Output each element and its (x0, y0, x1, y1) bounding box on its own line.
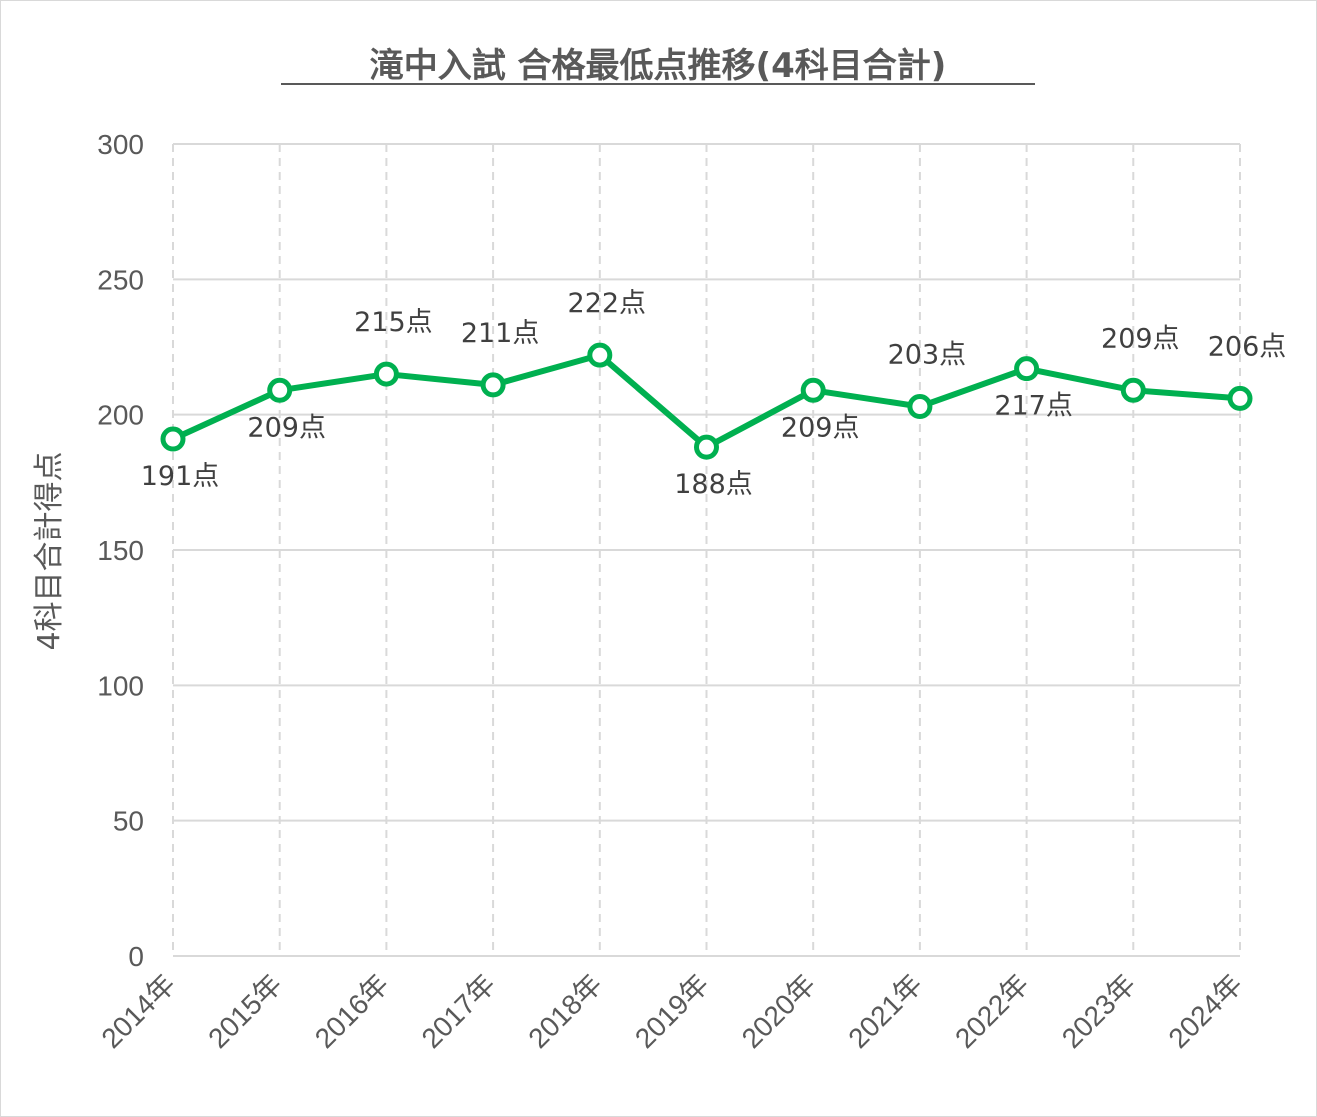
y-axis-ticks: 0 50 100 150 200 250 300 (97, 129, 144, 972)
data-label: 209点 (781, 412, 860, 443)
data-label: 211点 (461, 318, 540, 349)
data-label: 188点 (674, 469, 753, 500)
data-label-layer: 191点 209点 215点 211点 222点 188点 209点 203点 217点 209点… (141, 288, 1287, 500)
data-label: 217点 (994, 391, 1073, 422)
x-tick-label: 2023年 (1056, 968, 1142, 1054)
data-label: 222点 (568, 288, 647, 319)
data-point-marker (1014, 356, 1040, 382)
data-label: 203点 (888, 340, 967, 371)
y-axis-title: 4科目合計得点 (32, 451, 67, 650)
data-point-marker (1227, 385, 1253, 411)
y-tick-label: 150 (97, 535, 144, 566)
data-label: 209点 (1101, 323, 1180, 354)
x-tick-label: 2017年 (416, 968, 502, 1054)
y-tick-label: 100 (97, 670, 144, 701)
x-tick-label: 2022年 (949, 968, 1035, 1054)
y-tick-label: 250 (97, 264, 144, 295)
y-tick-label: 0 (128, 941, 144, 972)
x-tick-label: 2024年 (1162, 968, 1248, 1054)
x-tick-label: 2021年 (842, 968, 928, 1054)
data-label: 191点 (141, 461, 220, 492)
data-label: 215点 (354, 307, 433, 338)
x-tick-label: 2014年 (95, 968, 181, 1054)
data-point-marker (1120, 377, 1146, 403)
chart-title: 滝中入試 合格最低点推移(4科目合計) (370, 46, 947, 86)
data-point-marker (587, 342, 613, 368)
data-label: 206点 (1208, 331, 1287, 362)
data-point-marker (907, 394, 933, 420)
data-point-marker (480, 372, 506, 398)
y-tick-label: 300 (97, 129, 144, 160)
data-point-marker (694, 434, 719, 460)
data-label: 209点 (247, 412, 326, 443)
y-tick-label: 200 (97, 400, 144, 431)
x-tick-label: 2019年 (629, 968, 715, 1054)
x-tick-label: 2016年 (309, 968, 395, 1054)
grid (172, 143, 1241, 957)
data-point-marker (373, 361, 399, 387)
data-point-marker (160, 426, 186, 452)
x-tick-label: 2020年 (736, 968, 822, 1054)
x-tick-label: 2018年 (522, 968, 608, 1054)
x-tick-label: 2015年 (202, 968, 288, 1054)
data-point-marker (800, 377, 826, 403)
x-axis-ticks: 2014年 2015年 2016年 2017年 2018年 2019年 2020年 2021年… (95, 968, 1248, 1054)
data-point-marker (267, 377, 293, 403)
series-line-layer (160, 342, 1253, 460)
y-tick-label: 50 (113, 806, 144, 837)
